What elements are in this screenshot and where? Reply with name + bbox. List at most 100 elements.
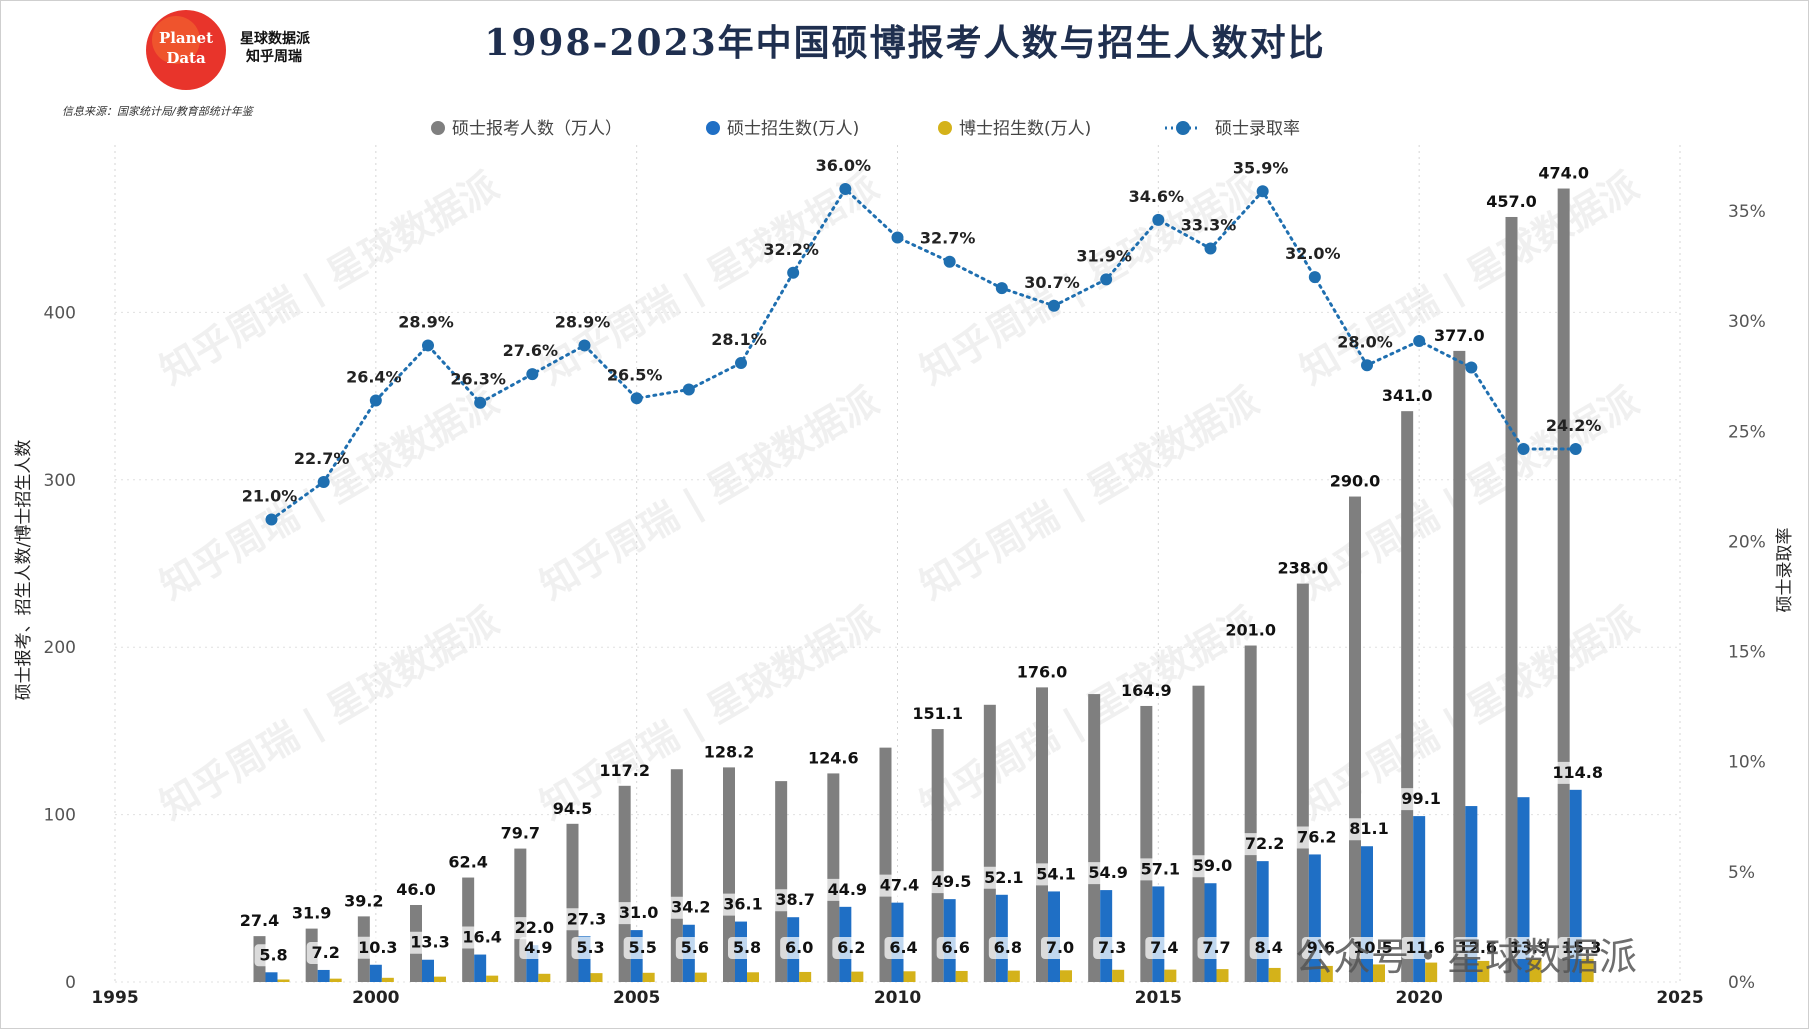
master-enroll-bar <box>1517 797 1530 982</box>
legend-swatch <box>431 121 445 135</box>
rate-marker <box>891 231 904 244</box>
y2-tick-label: 5% <box>1728 863 1755 883</box>
legend-swatch <box>938 121 952 135</box>
label-background <box>1041 937 1079 959</box>
phd-enroll-label: 5.5 <box>628 938 656 957</box>
phd-enroll-label: 6.2 <box>837 938 865 957</box>
label-background <box>823 878 872 901</box>
label-background <box>1197 937 1236 959</box>
label-background <box>988 937 1027 959</box>
y2-tick-label: 10% <box>1728 753 1766 773</box>
watermark-text: 知乎周瑞 | 星球数据派 <box>913 164 1267 394</box>
watermark-text: 知乎周瑞 | 星球数据派 <box>1293 379 1647 609</box>
label-background <box>1397 788 1446 811</box>
rate-marker <box>995 282 1008 295</box>
label-background <box>675 937 714 959</box>
phd-enroll-bar <box>1164 969 1177 982</box>
label-background <box>254 944 293 967</box>
rate-marker <box>1361 359 1373 372</box>
master-enroll-bar <box>1569 789 1582 982</box>
phd-enroll-bar <box>590 973 603 982</box>
watermark-text: 知乎周瑞 | 星球数据派 <box>913 379 1267 609</box>
label-background <box>510 917 559 940</box>
applicants-label: 124.6 <box>808 748 859 767</box>
applicants-label: 27.4 <box>240 911 279 930</box>
label-background <box>1084 862 1133 885</box>
phd-enroll-bar <box>329 978 342 982</box>
phd-enroll-bar <box>1007 970 1020 982</box>
label-background <box>1505 937 1554 959</box>
master-enroll-label: 54.9 <box>1088 863 1127 882</box>
applicants-bar <box>1036 687 1048 982</box>
x-tick-label: 1995 <box>91 988 138 1008</box>
master-enroll-label: 59.0 <box>1193 856 1232 875</box>
phd-enroll-label: 6.6 <box>941 938 969 957</box>
rate-marker <box>578 339 591 352</box>
y2-tick-label: 20% <box>1728 532 1766 552</box>
applicants-bar <box>1453 350 1466 983</box>
y2-tick-label: 0% <box>1728 973 1755 993</box>
y2-tick-label: 15% <box>1728 643 1766 663</box>
applicants-bar <box>1192 685 1205 982</box>
applicants-bar <box>723 767 735 982</box>
master-enroll-label: 54.1 <box>1036 864 1075 883</box>
phd-enroll-bar <box>1216 969 1229 982</box>
applicants-label: 39.2 <box>344 891 383 910</box>
master-enroll-label: 72.2 <box>1245 834 1284 853</box>
phd-enroll-bar <box>1112 969 1125 982</box>
master-enroll-label: 57.1 <box>1141 859 1180 878</box>
phd-enroll-bar <box>1268 967 1281 982</box>
master-enroll-label: 7.2 <box>311 943 339 962</box>
label-background <box>458 926 507 949</box>
phd-enroll-label: 15.3 <box>1562 938 1601 957</box>
applicants-bar <box>931 729 944 982</box>
applicants-label: 377.0 <box>1434 326 1485 345</box>
rate-label: 28.0% <box>1337 332 1393 351</box>
rate-label: 36.0% <box>816 156 872 175</box>
phd-enroll-label: 5.3 <box>576 938 604 957</box>
applicants-bar <box>1244 645 1257 982</box>
y2-tick-label: 35% <box>1728 202 1766 222</box>
rate-label: 33.3% <box>1181 216 1237 235</box>
x-tick-label: 2015 <box>1135 988 1182 1008</box>
rate-marker <box>1256 185 1269 198</box>
y-tick-label: 300 <box>44 471 76 491</box>
label-background <box>1349 937 1397 959</box>
rate-label: 26.5% <box>607 365 663 384</box>
rate-marker <box>1308 271 1321 284</box>
logo-shine <box>152 16 200 64</box>
phd-enroll-label: 4.9 <box>524 938 552 957</box>
rate-label: 21.0% <box>242 486 298 505</box>
phd-enroll-label: 13.9 <box>1510 938 1549 957</box>
master-enroll-label: 38.7 <box>775 890 814 909</box>
applicants-label: 117.2 <box>599 761 650 780</box>
master-enroll-label: 31.0 <box>619 903 658 922</box>
phd-enroll-bar <box>486 975 499 982</box>
applicants-bar <box>1140 705 1153 982</box>
label-background <box>780 937 819 959</box>
label-background <box>666 896 715 919</box>
phd-enroll-bar <box>1581 956 1594 982</box>
label-background <box>623 937 662 959</box>
rate-marker <box>1465 361 1478 374</box>
label-background <box>1453 937 1502 959</box>
master-enroll-label: 76.2 <box>1297 827 1336 846</box>
master-enroll-label: 22.0 <box>515 918 554 937</box>
legend-label: 硕士报考人数（万人） <box>452 119 622 139</box>
rate-label: 28.9% <box>398 312 454 331</box>
master-enroll-bar <box>369 964 382 982</box>
label-background <box>1093 937 1132 959</box>
rate-label: 30.7% <box>1024 273 1080 292</box>
phd-enroll-bar <box>1529 958 1542 982</box>
master-enroll-bar <box>317 969 330 982</box>
legend-marker-swatch <box>1176 121 1190 135</box>
applicants-bar <box>1296 583 1309 982</box>
applicants-bar <box>775 781 788 982</box>
logo-line1: Planet <box>159 29 213 47</box>
y2-tick-label: 30% <box>1728 312 1766 332</box>
label-background <box>728 937 766 959</box>
legend-label: 硕士招生数(万人) <box>727 119 859 139</box>
rate-marker <box>839 183 852 196</box>
applicants-bar <box>983 704 996 982</box>
label-background <box>1188 855 1237 878</box>
